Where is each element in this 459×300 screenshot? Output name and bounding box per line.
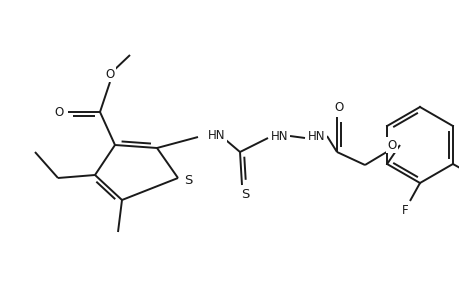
Text: HN: HN bbox=[308, 130, 325, 142]
Text: O: O bbox=[105, 68, 114, 80]
Text: HN: HN bbox=[207, 128, 225, 142]
Text: S: S bbox=[241, 188, 249, 202]
Text: F: F bbox=[401, 203, 408, 217]
Text: S: S bbox=[184, 175, 192, 188]
Text: O: O bbox=[386, 139, 396, 152]
Text: O: O bbox=[334, 100, 343, 113]
Text: HN: HN bbox=[270, 130, 288, 142]
Text: O: O bbox=[54, 106, 63, 118]
